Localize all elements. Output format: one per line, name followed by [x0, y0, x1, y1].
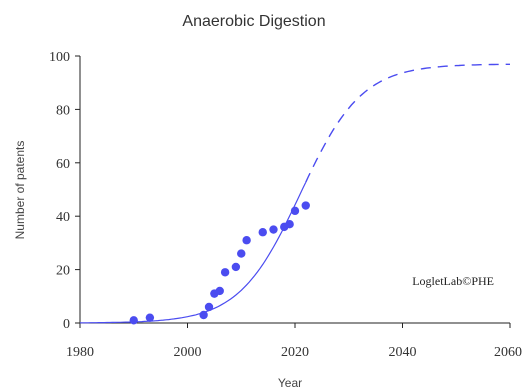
y-tick-label: 100	[49, 50, 70, 65]
data-point	[258, 228, 267, 237]
data-point	[215, 286, 224, 296]
x-tick-label: 2040	[389, 345, 417, 360]
data-point	[145, 313, 155, 322]
y-tick-label: 20	[56, 264, 70, 279]
fit-curve-solid	[80, 181, 307, 324]
x-tick-label: 1980	[66, 345, 94, 360]
data-point	[290, 206, 300, 216]
fit-curve-group	[80, 63, 510, 324]
data-point	[269, 225, 278, 234]
x-tick-label: 2000	[174, 345, 202, 360]
data-point	[231, 262, 241, 272]
data-point	[285, 220, 294, 229]
chart-title: Anaerobic Digestion	[182, 13, 325, 30]
data-point	[220, 268, 230, 277]
y-axis-label: Number of patents	[13, 141, 27, 240]
x-tick-label: 2020	[281, 345, 309, 360]
data-point	[129, 316, 138, 325]
y-tick-label: 80	[56, 103, 70, 118]
data-points	[129, 201, 310, 325]
data-point	[242, 236, 251, 245]
data-point	[301, 201, 310, 210]
data-point	[204, 302, 214, 312]
y-tick-label: 60	[56, 157, 70, 172]
x-ticks: 1980 2000 2020 2040 2060	[66, 323, 522, 360]
x-axis-label: Year	[278, 376, 302, 390]
y-tick-label: 40	[56, 210, 70, 225]
fit-curve-forecast	[305, 63, 510, 183]
y-ticks: 0 20 40 60 80 100	[49, 50, 80, 332]
y-tick-label: 0	[63, 317, 70, 332]
data-point	[199, 310, 208, 320]
data-point	[237, 249, 246, 258]
x-tick-label: 2060	[494, 345, 522, 360]
credit-label: LogletLab©PHE	[412, 274, 494, 288]
